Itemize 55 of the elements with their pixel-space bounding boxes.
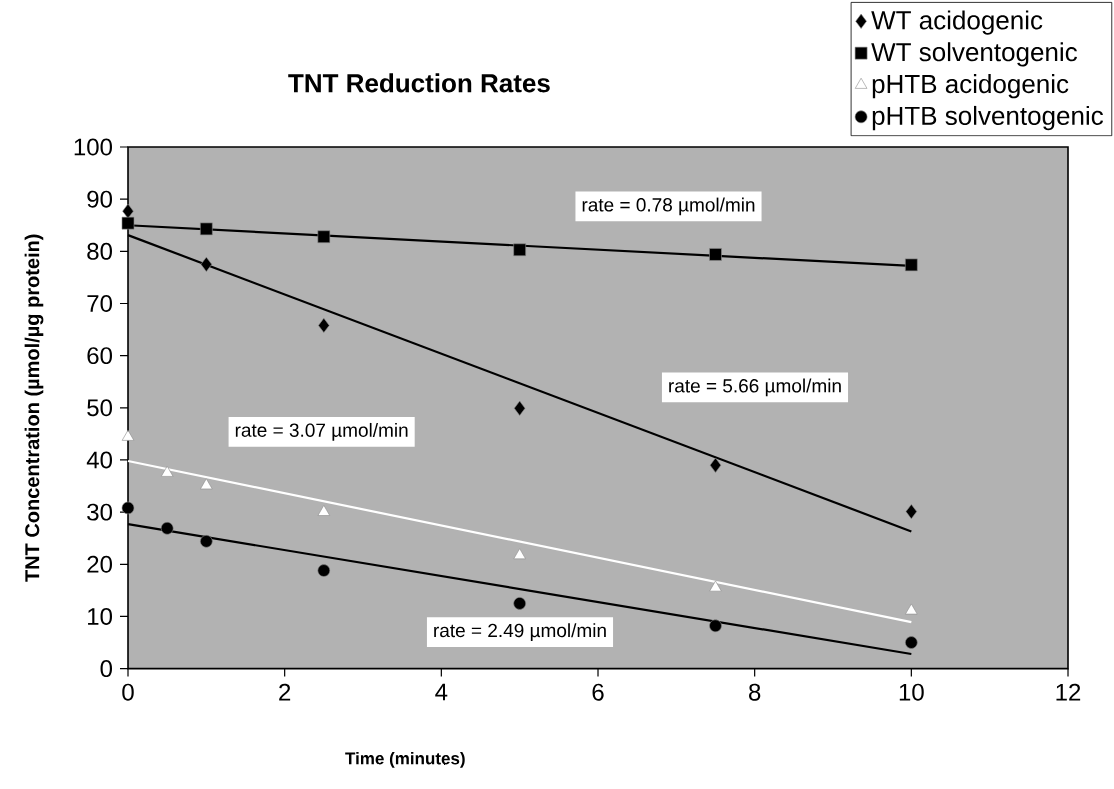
point	[200, 535, 213, 548]
legend-label: WT acidogenic	[871, 10, 1043, 35]
x-tick-label: 8	[749, 683, 761, 701]
y-tick-label: 10	[88, 607, 113, 625]
x-tick-label: 6	[592, 683, 604, 701]
x-tick-label: 0	[122, 683, 134, 701]
point	[905, 504, 918, 520]
y-tick-label: 20	[87, 555, 113, 573]
y-tick-label: 80	[87, 242, 113, 260]
y-tick-label: 50	[87, 399, 113, 417]
point	[160, 521, 174, 535]
y-tick-label: 100	[74, 138, 112, 156]
point	[317, 564, 331, 577]
legend-label: pHTB acidogenic	[872, 74, 1069, 99]
point	[709, 248, 722, 261]
point	[318, 317, 330, 333]
point	[709, 457, 722, 473]
annotation: rate = 0.78 µmol/min	[582, 197, 755, 216]
y-tick-label: 60	[87, 347, 113, 365]
point	[121, 429, 135, 441]
y-tick-label: 90	[87, 190, 113, 208]
point	[317, 505, 331, 516]
annotation: rate = 3.07 µmol/min	[235, 422, 408, 441]
y-axis-title: TNT Concentration (µmol/µg protein)	[24, 234, 44, 582]
point	[200, 256, 213, 272]
point	[905, 603, 918, 615]
y-tick-label: 40	[86, 451, 113, 469]
x-axis-title: Time (minutes)	[345, 751, 465, 768]
x-tick-label: 10	[899, 683, 924, 701]
point	[200, 478, 213, 490]
point	[121, 216, 135, 230]
point	[513, 548, 526, 560]
point	[200, 222, 213, 236]
point	[317, 230, 331, 244]
annotation: rate = 2.49 µmol/min	[434, 623, 606, 641]
point	[905, 258, 918, 272]
annotation: rate = 5.66 µmol/min	[669, 378, 841, 397]
x-tick-label: 2	[279, 683, 291, 701]
point	[709, 619, 722, 633]
point	[121, 501, 135, 515]
point	[513, 400, 526, 416]
point	[122, 203, 134, 219]
chart-title: TNT Reduction Rates	[288, 73, 550, 93]
point	[905, 636, 918, 649]
y-tick-label: 0	[100, 660, 113, 678]
legend-label: pHTB solventogenic	[872, 105, 1104, 131]
point	[160, 465, 174, 477]
x-tick-label: 4	[435, 683, 448, 701]
y-tick-label: 70	[87, 294, 113, 312]
legend-label: WT solventogenic	[871, 42, 1078, 67]
y-tick-label: 30	[87, 503, 113, 521]
point	[513, 597, 526, 610]
point	[513, 243, 526, 257]
x-tick-label: 12	[1056, 683, 1081, 701]
point	[709, 580, 722, 592]
